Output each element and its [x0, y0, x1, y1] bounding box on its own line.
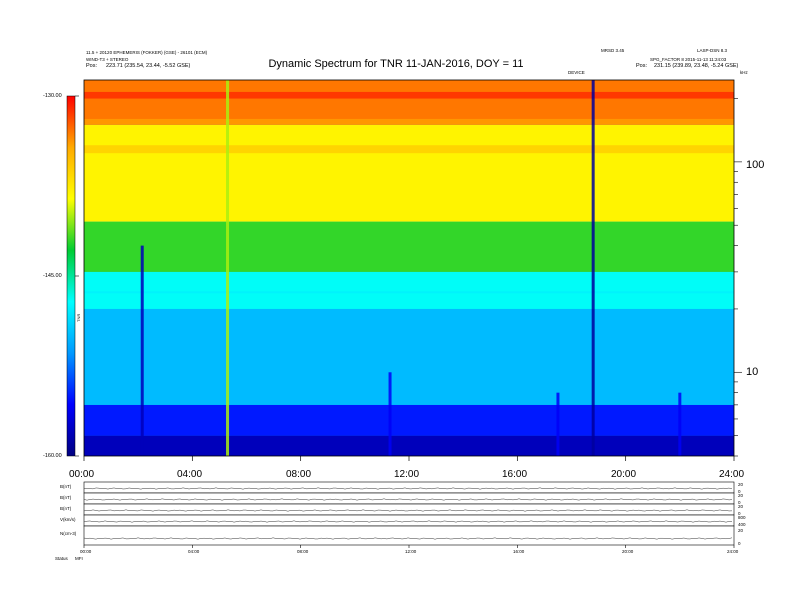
panel-x-tick-1: 04:00: [188, 549, 200, 554]
colorbar-label: TNR: [76, 313, 81, 322]
panel-frame-3: [83, 514, 735, 527]
x-tick-label-3: 12:00: [394, 469, 420, 480]
panel-x-tick-0: 00:00: [80, 549, 92, 554]
panel-right-tick-1a: 20: [738, 482, 744, 487]
panel-frame-2: [83, 503, 735, 516]
panel-label-1: B(nT): [60, 484, 72, 489]
header-right-pos-label: Pos:: [636, 63, 648, 69]
panel-right-tick-1b: 0: [738, 489, 741, 494]
header-small-center: DEVICE: [568, 70, 585, 75]
spectrum-band-0: [84, 435, 734, 456]
panel-label-5: N(cm-3): [60, 531, 77, 536]
panel-trace-1: [83, 498, 733, 501]
burst-2: [388, 372, 392, 456]
x-tick-label-1: 04:00: [177, 469, 203, 480]
colorbar-tick-top: -130.00: [43, 93, 62, 99]
panel-trace-4: [83, 537, 733, 540]
panel-frame-0: [83, 481, 735, 494]
burst-1: [226, 80, 230, 456]
colorbar-tick-mid: -145.00: [43, 273, 62, 279]
panel-trace-2: [83, 509, 733, 512]
panel-right-tick-2a: 20: [738, 493, 744, 498]
panel-right-tick-5b: 0: [738, 541, 741, 546]
burst-3: [556, 392, 560, 456]
x-tick-label-4: 16:00: [502, 469, 528, 480]
y-axis: [734, 98, 742, 457]
burst-4: [591, 80, 595, 456]
colorbar: [66, 95, 76, 457]
spectrum-band-1: [84, 404, 734, 436]
x-tick-label-6: 24:00: [719, 469, 745, 480]
footer-label: Status: [55, 556, 68, 561]
panel-label-4: V(km/s): [60, 517, 76, 522]
chart-title: Dynamic Spectrum for TNR 11-JAN-2016, DO…: [268, 58, 524, 70]
spectrum-band-5: [84, 124, 734, 222]
panel-frame-1: [83, 492, 735, 505]
panel-right-tick-3b: 0: [738, 511, 741, 516]
x-tick-label-5: 20:00: [611, 469, 637, 480]
panel-x-tick-6: 24:00: [727, 549, 739, 554]
panel-label-2: B(nT): [60, 495, 72, 500]
hf-stripe-2: [84, 145, 734, 154]
header-right-line2: LASP-DSN 8.3: [697, 48, 728, 53]
panel-trace-3: [83, 520, 733, 523]
panel-trace-0: [83, 487, 733, 490]
x-tick-label-2: 08:00: [286, 469, 312, 480]
spectrum-band-3: [84, 271, 734, 309]
hf-stripe-1: [84, 118, 734, 125]
header-right-pos-value: 231.15 (239.89, 23.48, -5.24 GSE): [654, 63, 739, 69]
panel-x-tick-3: 12:00: [405, 549, 417, 554]
panel-x-tick-4: 16:00: [513, 549, 525, 554]
panel-x-tick-2: 08:00: [297, 549, 309, 554]
hf-stripe-0: [84, 91, 734, 99]
header-left-line2: WIND-T3 + STEREO: [86, 57, 129, 62]
spectrum-band-2: [84, 308, 734, 405]
header-right-line3: SPG_FACTOR 8 2015-11-13 11:24:03: [650, 57, 727, 62]
colorbar-tick-bottom: -160.00: [43, 453, 62, 459]
header-left-line1: 11.5 + 20120 EPHEMERIS (FOKKER) (GSE) - …: [86, 50, 208, 55]
panel-right-tick-5a: 20: [738, 528, 744, 533]
panel-right-tick-4b: 400: [738, 522, 746, 527]
parameter-panels: [83, 481, 735, 548]
plasma-line: [84, 291, 734, 294]
burst-0: [140, 245, 144, 456]
panel-right-tick-4a: 800: [738, 515, 746, 520]
panel-x-tick-5: 20:00: [622, 549, 634, 554]
y-tick-label-10: 10: [746, 366, 759, 378]
header-left-pos-value: 223.71 (235.54, 23.44, -5.52 GSE): [106, 63, 191, 69]
y-tick-label-100: 100: [746, 159, 765, 171]
header-left-pos-label: Pos:: [86, 63, 98, 69]
spectrum-band-6: [84, 80, 734, 125]
x-tick-label-0: 00:00: [69, 469, 95, 480]
header-right-line1: MRSD 3.45: [601, 48, 625, 53]
panel-right-tick-3a: 20: [738, 504, 744, 509]
panel-label-3: B(nT): [60, 506, 72, 511]
y-axis-unit: kHz: [740, 70, 748, 75]
colorbar-ticks: [75, 95, 79, 457]
spectrogram: [84, 80, 734, 456]
footer-value: MFI: [75, 556, 83, 561]
spectrum-band-4: [84, 221, 734, 272]
panel-frame-4: [83, 525, 735, 546]
panel-right-tick-2b: 0: [738, 500, 741, 505]
burst-5: [678, 392, 682, 456]
x-axis: [83, 456, 735, 461]
